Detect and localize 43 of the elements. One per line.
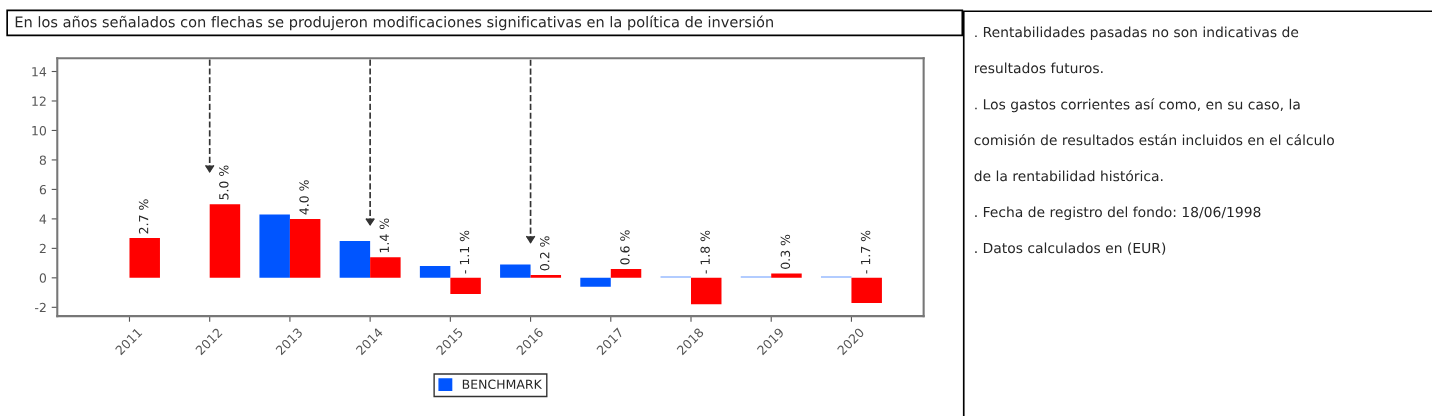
data-label: 4.0 % <box>299 180 309 215</box>
data-label: - 1.8 % <box>700 230 710 274</box>
data-label: 0.2 % <box>539 236 550 271</box>
y-tick-label: 8 <box>39 155 47 165</box>
bar <box>500 264 531 278</box>
bar <box>289 218 321 278</box>
bar <box>691 277 722 305</box>
bar <box>259 214 290 278</box>
y-tick-label: 0 <box>39 273 47 283</box>
text: resultados futuros. <box>975 62 1103 74</box>
text: . Datos calculados en (EUR) <box>975 242 1166 255</box>
text: . Fecha de registro del fondo: 18/06/1998 <box>975 206 1261 220</box>
y-tick-label: 2 <box>39 243 46 254</box>
y-tick-label: 10 <box>32 125 47 136</box>
y-tick-label: -2 <box>35 302 46 313</box>
data-label: 1.4 % <box>379 218 389 253</box>
bar <box>450 277 481 295</box>
bar <box>370 257 401 278</box>
bar <box>339 240 371 278</box>
bar <box>209 204 241 278</box>
y-tick-label: 12 <box>32 96 46 106</box>
bar <box>610 269 642 278</box>
bar <box>771 273 802 278</box>
legend-label: BENCHMARK <box>462 379 543 390</box>
bar <box>129 238 160 278</box>
text: . Los gastos corrientes así como, en su caso, la <box>975 98 1300 113</box>
y-tick-label: 14 <box>32 67 47 77</box>
y-tick-label: 4 <box>39 214 47 224</box>
bar <box>530 274 562 278</box>
data-label: 2.7 % <box>138 199 149 234</box>
y-tick-label: 6 <box>39 184 47 195</box>
data-label: 0.3 % <box>780 234 791 269</box>
data-label: 0.6 % <box>620 230 630 265</box>
bar <box>419 266 451 278</box>
bar <box>851 277 882 303</box>
bar <box>580 277 611 287</box>
text: comisión de resultados están incluidos en el cálculo <box>974 133 1334 146</box>
data-label: - 1.7 % <box>860 230 871 274</box>
data-label: 5.0 % <box>219 165 229 200</box>
chart-title: En los años señalados con flechas se produjeron modificaciones significativas en la política de inversión <box>15 15 773 31</box>
data-label: - 1.1 % <box>459 230 470 274</box>
text: de la rentabilidad histórica. <box>974 169 1163 182</box>
text: . Rentabilidades pasadas no son indicativas de <box>975 26 1299 40</box>
